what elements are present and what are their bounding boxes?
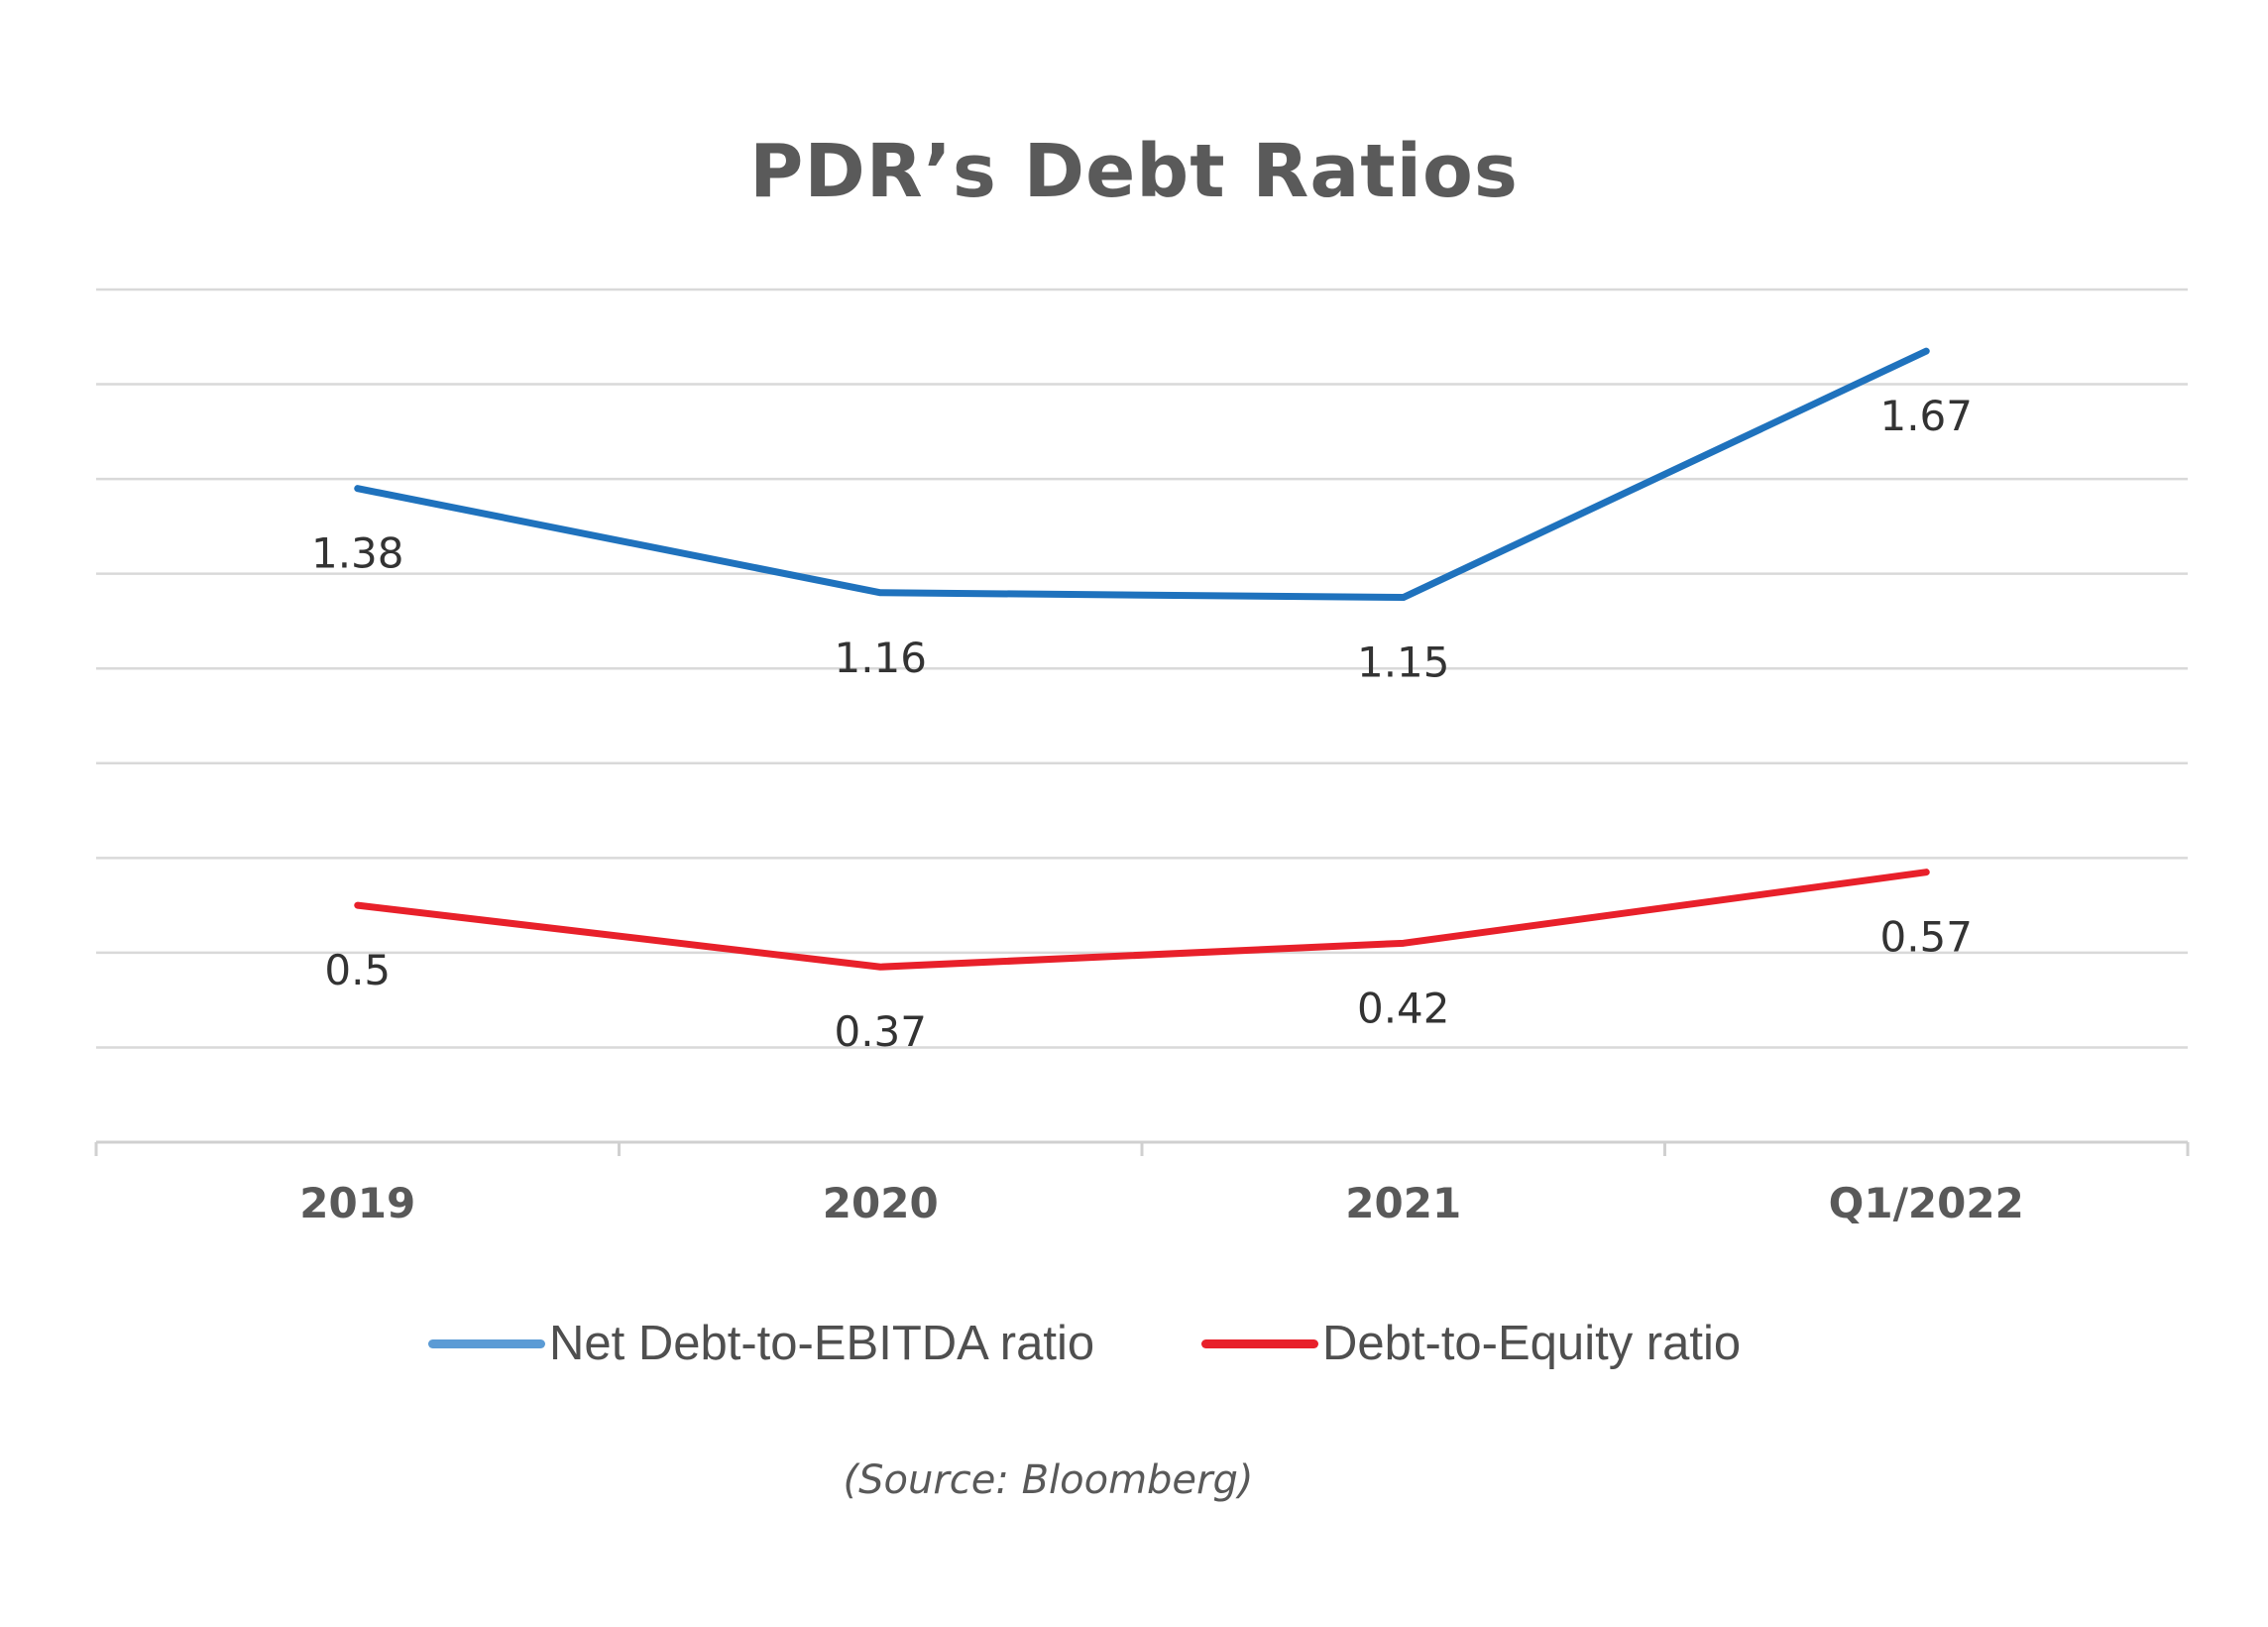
legend-label-net-debt-to-ebitda: Net Debt-to-EBITDA ratio [549,1317,1095,1370]
legend-item-net-debt-to-ebitda: Net Debt-to-EBITDA ratio [428,1309,1094,1378]
data-label: 0.5 [324,946,391,994]
chart-title: PDR’s Debt Ratios [749,129,1519,214]
data-label: 0.42 [1357,984,1450,1032]
series-line-net-debt-to-ebitda-ratio [354,347,1930,602]
legend-swatch-debt-to-equity [1201,1338,1318,1348]
series-lines [354,347,1930,971]
legend: Net Debt-to-EBITDA ratio Debt-to-Equity … [0,1309,2268,1378]
x-tick-label: 2021 [1345,1179,1461,1227]
data-label: 1.15 [1357,639,1450,687]
series-line-debt-to-equity-ratio [354,869,1930,971]
legend-item-debt-to-equity: Debt-to-Equity ratio [1201,1309,1741,1378]
data-label: 1.38 [311,529,404,578]
data-labels: 1.38 1.16 1.15 1.67 0.5 0.37 0.42 0.57 [311,392,1973,1056]
x-axis: 2019 2020 2021 Q1/2022 [94,1140,2190,1227]
legend-swatch-net-debt-to-ebitda [428,1338,545,1348]
data-label: 1.16 [834,634,927,682]
x-tick-label: 2020 [823,1179,939,1227]
x-tick-label: 2019 [299,1179,415,1227]
gridlines [96,288,2188,1049]
x-tick-label: Q1/2022 [1829,1179,2024,1227]
data-label: 0.57 [1879,913,1973,962]
source-note: (Source: Bloomberg) [843,1457,1254,1503]
legend-label-debt-to-equity: Debt-to-Equity ratio [1322,1317,1742,1370]
data-label: 1.67 [1879,392,1973,440]
data-label: 0.37 [834,1007,927,1056]
